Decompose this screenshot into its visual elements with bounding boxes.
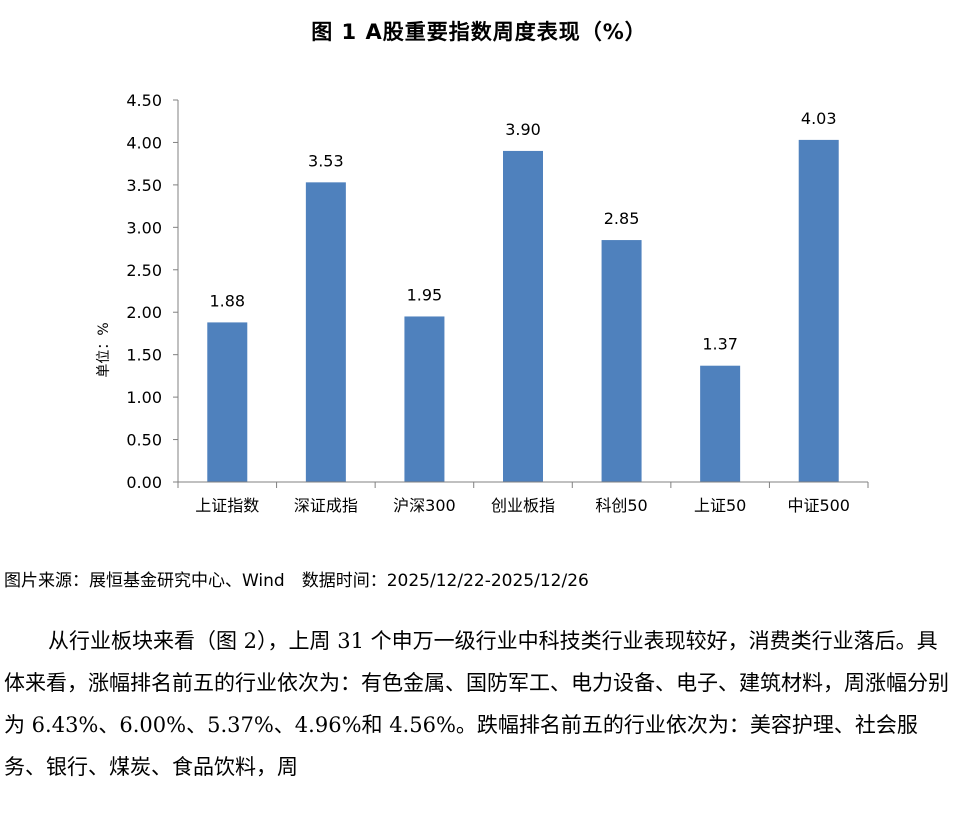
y-axis: 0.00 0.50 1.00 1.50 2.00 2.50 3.00 3.50 4.00 4.50	[126, 91, 179, 492]
y-axis-label: 单位：%	[96, 322, 112, 377]
data-label: 1.37	[702, 335, 738, 354]
data-label: 2.85	[604, 209, 640, 228]
data-label: 3.53	[308, 151, 344, 170]
x-tick-label: 上证指数	[195, 496, 259, 515]
x-tick-label: 科创50	[595, 496, 647, 515]
x-tick-label: 中证500	[787, 496, 850, 515]
x-tick-label: 上证50	[694, 496, 746, 515]
x-tick-label: 创业板指	[491, 496, 555, 515]
y-tick-label: 1.50	[126, 346, 162, 365]
bar-chart: 0.00 0.50 1.00 1.50 2.00 2.50 3.00 3.50 4.00 4.50…	[96, 91, 869, 515]
y-tick-label: 1.00	[126, 388, 162, 407]
y-tick-label: 0.50	[126, 431, 162, 450]
data-labels: 1.88 3.53 1.95 3.90 2.85 1.37 4.03	[209, 109, 836, 354]
x-axis: 上证指数 深证成指 沪深300 创业板指 科创50 上证50 中证500	[177, 481, 869, 515]
body-paragraph: 从行业板块来看（图 2），上周 31 个申万一级行业中科技类行业表现较好，消费类…	[4, 629, 949, 779]
body-text: 从行业板块来看（图 2），上周 31 个申万一级行业中科技类行业表现较好，消费类…	[4, 620, 954, 788]
data-label: 1.88	[209, 291, 245, 310]
data-label: 3.90	[505, 120, 541, 139]
y-tick-label: 3.50	[126, 176, 162, 195]
bar-2	[404, 316, 445, 482]
bar-5	[700, 365, 741, 482]
bar-3	[503, 150, 543, 482]
y-tick-label: 0.00	[126, 473, 162, 492]
chart-title: 图 1 A股重要指数周度表现（%）	[311, 20, 647, 44]
y-tick-label: 2.50	[126, 261, 162, 280]
bar-6	[798, 139, 839, 483]
y-tick-label: 4.50	[126, 91, 162, 110]
y-tick-label: 2.00	[126, 303, 162, 322]
bars	[207, 139, 839, 483]
data-label: 4.03	[801, 109, 837, 128]
x-tick-label: 深证成指	[294, 496, 358, 515]
y-tick-label: 3.00	[126, 218, 162, 237]
bar-1	[305, 182, 346, 482]
bar-0	[207, 322, 248, 482]
bar-4	[601, 240, 642, 482]
data-label: 1.95	[407, 285, 443, 304]
x-tick-label: 沪深300	[393, 496, 456, 515]
figure-source: 图片来源：展恒基金研究中心、Wind 数据时间：2025/12/22-2025/…	[4, 571, 589, 591]
y-tick-label: 4.00	[126, 133, 162, 152]
